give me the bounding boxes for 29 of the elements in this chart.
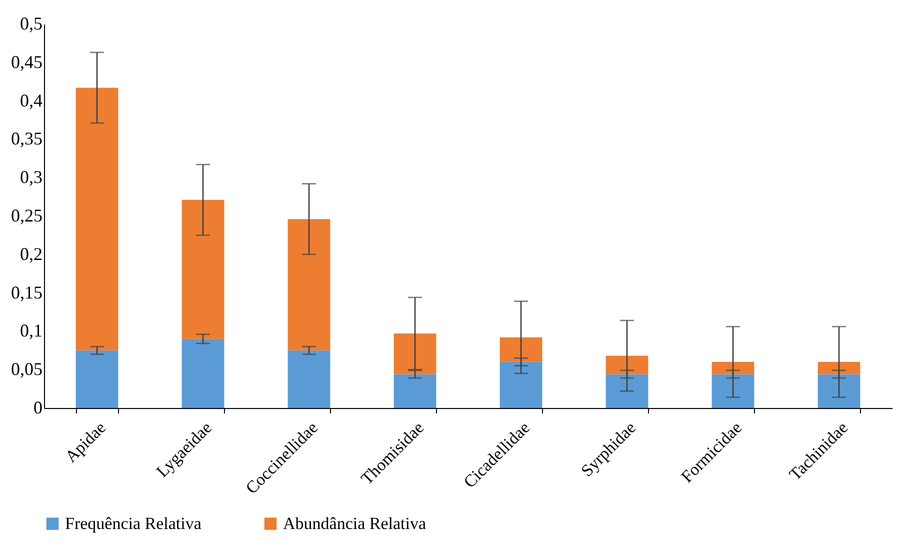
legend-label: Abundância Relativa [283, 514, 426, 533]
bar [76, 88, 118, 350]
y-tick-label: 0,25 [11, 206, 42, 226]
bar [818, 362, 860, 374]
bar [606, 356, 648, 374]
y-tick-label: 0,3 [20, 167, 42, 188]
y-tick-label: 0,1 [20, 320, 42, 341]
y-tick-label: 0,15 [11, 282, 42, 302]
bar [712, 374, 754, 408]
bar [76, 350, 118, 408]
legend-label: Frequência Relativa [65, 514, 202, 533]
bar [288, 350, 330, 408]
y-tick-label: 0,4 [20, 90, 42, 110]
bar [394, 374, 436, 408]
y-tick-label: 0,5 [20, 14, 42, 34]
bar [394, 334, 436, 374]
y-tick-label: 0 [34, 398, 42, 418]
bar [712, 362, 754, 374]
bar [606, 374, 648, 408]
bar [288, 219, 330, 350]
bar [500, 362, 542, 408]
bar [182, 338, 224, 408]
y-tick-label: 0,05 [11, 359, 42, 380]
bar [500, 337, 542, 362]
bar [818, 374, 860, 408]
bar [182, 200, 224, 339]
y-tick-label: 0,2 [20, 244, 42, 264]
y-tick-label: 0,45 [11, 52, 42, 72]
y-tick-label: 0,35 [11, 128, 42, 149]
